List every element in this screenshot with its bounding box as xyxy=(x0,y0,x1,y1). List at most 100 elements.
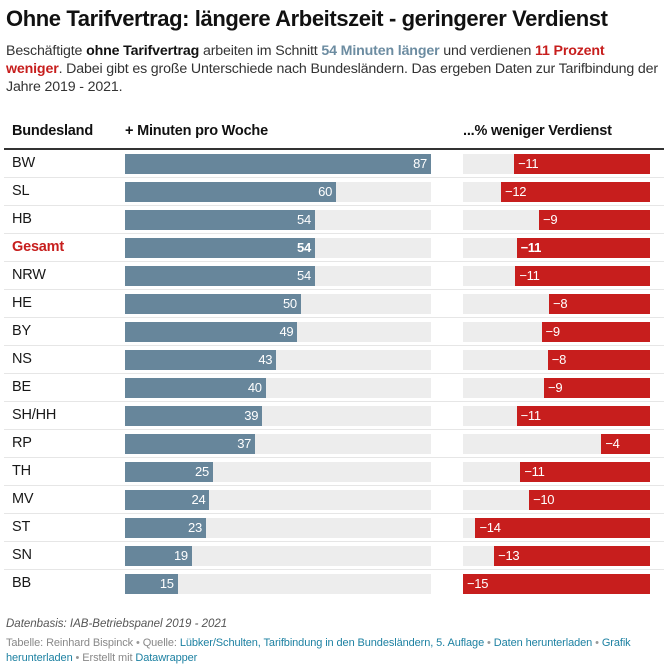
minutes-bar: 54 xyxy=(125,238,315,258)
percent-value-label: −11 xyxy=(519,268,540,283)
percent-bar-track: −4 xyxy=(463,434,650,454)
minutes-bar: 50 xyxy=(125,294,301,314)
percent-bar-track: −11 xyxy=(463,238,650,258)
table-row: HE 50 −8 xyxy=(4,290,664,318)
minutes-bar-track: 43 xyxy=(125,350,431,370)
table-body: BW 87 −11 SL 60 −12 HB 54 −9 Gesamt 54 −11 NRW 54 −11 H… xyxy=(0,150,664,597)
table-row: BW 87 −11 xyxy=(4,150,664,178)
data-table: Bundesland + Minuten pro Woche ...% weni… xyxy=(0,118,664,597)
percent-value-label: −11 xyxy=(518,156,539,171)
row-label: ST xyxy=(12,519,31,535)
minutes-bar-track: 24 xyxy=(125,490,431,510)
minutes-bar: 40 xyxy=(125,378,266,398)
minutes-value-label: 54 xyxy=(297,212,311,227)
subtitle-text: . Dabei gibt es große Unterschiede nach … xyxy=(6,61,658,95)
minutes-bar: 19 xyxy=(125,546,192,566)
chart-notes: Datenbasis: IAB-Betriebspanel 2019 - 202… xyxy=(6,618,228,630)
row-label: NRW xyxy=(12,267,46,283)
minutes-bar-track: 25 xyxy=(125,462,431,482)
column-header-bundesland[interactable]: Bundesland xyxy=(12,123,93,139)
percent-value-label: −10 xyxy=(533,492,555,507)
percent-bar-track: −11 xyxy=(463,406,650,426)
row-label: TH xyxy=(12,463,31,479)
minutes-bar: 49 xyxy=(125,322,298,342)
minutes-bar-track: 54 xyxy=(125,238,431,258)
source-prefix: Quelle: xyxy=(142,637,180,649)
percent-bar-track: −10 xyxy=(463,490,650,510)
row-label: HE xyxy=(12,295,32,311)
percent-value-label: −9 xyxy=(548,380,563,395)
percent-value-label: −15 xyxy=(467,576,489,591)
column-header-minutes[interactable]: + Minuten pro Woche xyxy=(125,123,268,139)
chart-subtitle: Beschäftigte ohne Tarifvertrag arbeiten … xyxy=(6,42,658,96)
table-row: BY 49 −9 xyxy=(4,318,664,346)
chart-footer: Tabelle: Reinhard Bispinck • Quelle: Lüb… xyxy=(6,636,656,666)
datawrapper-link[interactable]: Datawrapper xyxy=(135,652,198,664)
created-with-prefix: Erstellt mit xyxy=(82,652,136,664)
minutes-value-label: 19 xyxy=(173,548,188,563)
minutes-bar: 15 xyxy=(125,574,178,594)
minutes-bar-track: 54 xyxy=(125,210,431,230)
row-label: NS xyxy=(12,351,32,367)
percent-bar: −10 xyxy=(529,490,650,510)
table-row: SL 60 −12 xyxy=(4,178,664,206)
percent-value-label: −13 xyxy=(498,548,520,563)
minutes-bar: 87 xyxy=(125,154,431,174)
separator: • xyxy=(133,637,143,649)
row-label: BB xyxy=(12,575,31,591)
minutes-bar: 37 xyxy=(125,434,256,454)
percent-bar: −14 xyxy=(475,518,650,538)
percent-bar: −4 xyxy=(601,434,650,454)
column-header-percent: ...% weniger Verdienst xyxy=(463,123,612,139)
subtitle-text: und verdienen xyxy=(439,43,536,59)
minutes-value-label: 39 xyxy=(244,408,259,423)
percent-bar: −11 xyxy=(516,238,650,258)
row-label: SL xyxy=(12,183,30,199)
subtitle-text: Beschäftigte xyxy=(6,43,87,59)
minutes-value-label: 43 xyxy=(258,352,273,367)
row-label: Gesamt xyxy=(12,239,64,255)
percent-bar-track: −12 xyxy=(463,182,650,202)
minutes-bar-track: 50 xyxy=(125,294,431,314)
minutes-bar: 54 xyxy=(125,266,315,286)
percent-bar-track: −8 xyxy=(463,350,650,370)
percent-value-label: −11 xyxy=(524,464,545,479)
row-label: MV xyxy=(12,491,34,507)
minutes-bar: 39 xyxy=(125,406,263,426)
percent-value-label: −8 xyxy=(551,352,567,367)
percent-bar: −8 xyxy=(547,350,650,370)
minutes-value-label: 54 xyxy=(297,268,311,283)
minutes-value-label: 23 xyxy=(188,520,202,535)
percent-bar-track: −11 xyxy=(463,266,650,286)
percent-bar-track: −11 xyxy=(463,462,650,482)
percent-bar: −9 xyxy=(539,210,650,230)
minutes-bar: 23 xyxy=(125,518,206,538)
table-row: BB 15 −15 xyxy=(4,570,664,597)
minutes-bar-track: 37 xyxy=(125,434,431,454)
percent-value-label: −12 xyxy=(505,184,527,199)
download-data-link[interactable]: Daten herunterladen xyxy=(493,637,593,649)
table-row: HB 54 −9 xyxy=(4,206,664,234)
percent-bar-track: −14 xyxy=(463,518,650,538)
percent-bar: −9 xyxy=(544,378,650,398)
percent-bar: −9 xyxy=(541,322,650,342)
table-row: MV 24 −10 xyxy=(4,486,664,514)
minutes-value-label: 25 xyxy=(195,464,209,479)
source-link[interactable]: Lübker/Schulten, Tarifbindung in den Bun… xyxy=(179,637,485,649)
minutes-bar-track: 19 xyxy=(125,546,431,566)
percent-value-label: −11 xyxy=(520,408,541,423)
download-graphic-link[interactable]: Grafik herunterladen xyxy=(6,637,631,664)
row-label: SH/HH xyxy=(12,407,57,423)
percent-bar-track: −13 xyxy=(463,546,650,566)
table-row: TH 25 −11 xyxy=(4,458,664,486)
minutes-value-label: 15 xyxy=(159,576,174,591)
minutes-value-label: 40 xyxy=(247,380,262,395)
separator: • xyxy=(484,637,494,649)
subtitle-text: arbeiten im Schnitt xyxy=(199,43,322,59)
percent-bar-track: −11 xyxy=(463,154,650,174)
minutes-bar: 60 xyxy=(125,182,337,202)
minutes-bar: 25 xyxy=(125,462,213,482)
table-row: RP 37 −4 xyxy=(4,430,664,458)
percent-value-label: −11 xyxy=(520,240,542,255)
percent-bar-track: −9 xyxy=(463,210,650,230)
